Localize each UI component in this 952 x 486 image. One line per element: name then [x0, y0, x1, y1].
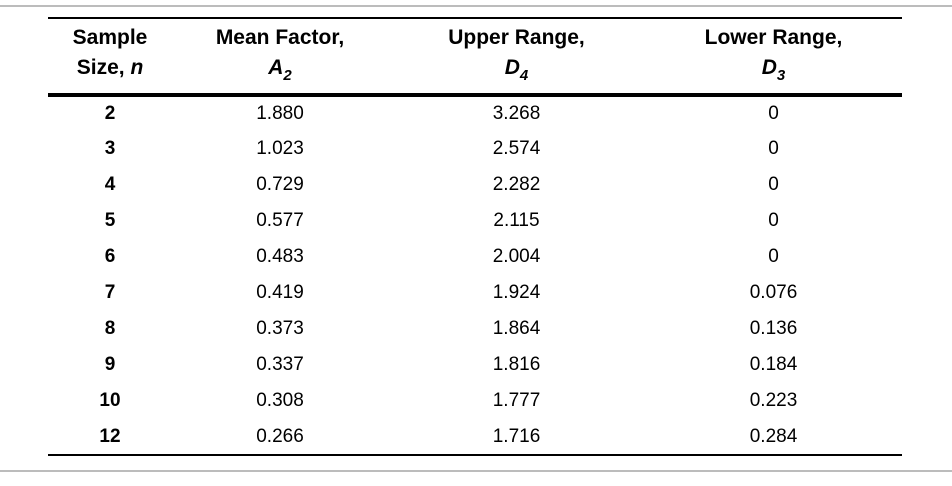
cell-d4: 1.864: [492, 318, 541, 339]
symbol-a-subscript: 2: [283, 67, 292, 84]
cell-sample-size: 4: [104, 174, 116, 195]
table-body: 2 1.880 3.268 0 3 1.023 2.574 0 4 0.729 2.282 0 5 0.5…: [48, 95, 902, 455]
header-line2: Size, n: [48, 53, 172, 83]
cell-a2: 0.266: [256, 425, 304, 447]
table-row: 9 0.337 1.816 0.184: [48, 347, 902, 383]
table-row: 12 0.266 1.716 0.284: [48, 419, 902, 455]
table-row: 7 0.419 1.924 0.076: [48, 275, 902, 311]
column-header-lower-range: Lower Range, D3: [645, 18, 902, 95]
column-header-sample-size: Sample Size, n: [48, 18, 172, 95]
cell-a2: 1.023: [256, 138, 304, 159]
cell-a2: 1.880: [256, 103, 304, 124]
cell-sample-size: 5: [104, 210, 116, 231]
header-line2: D4: [388, 53, 645, 83]
cell-sample-size: 6: [104, 246, 116, 267]
cell-d3: 0: [768, 210, 779, 231]
header-line1: Lower Range,: [704, 26, 843, 49]
cell-d3: 0.184: [749, 354, 798, 375]
cell-sample-size: 3: [104, 138, 116, 159]
cell-a2: 0.729: [256, 174, 304, 195]
symbol-d-upper-subscript: 4: [519, 67, 529, 84]
header-line1: Sample: [72, 26, 148, 49]
header-row: Sample Size, n Mean Factor, A2 Upper Ran…: [48, 18, 902, 95]
cell-d3: 0.223: [749, 390, 798, 411]
cell-d3: 0: [768, 246, 779, 267]
table-row: 8 0.373 1.864 0.136: [48, 311, 902, 347]
table-row: 3 1.023 2.574 0: [48, 131, 902, 167]
cell-d4: 1.777: [492, 390, 541, 411]
header-line2: D3: [645, 53, 902, 83]
symbol-a: A: [268, 56, 284, 79]
cell-d4: 1.816: [492, 354, 541, 375]
symbol-d-lower-subscript: 3: [776, 67, 786, 84]
cell-d3: 0: [768, 103, 779, 124]
column-header-upper-range: Upper Range, D4: [388, 18, 645, 95]
cell-sample-size: 7: [104, 282, 116, 303]
header-line1: Mean Factor,: [215, 26, 345, 49]
cell-a2: 0.373: [256, 318, 304, 339]
cell-d3: 0: [768, 138, 779, 159]
symbol-d-upper: D: [504, 56, 520, 79]
header-line1: Upper Range,: [448, 26, 585, 49]
cell-sample-size: 9: [104, 354, 116, 375]
cell-d3: 0.284: [749, 425, 798, 447]
symbol-n: n: [130, 56, 144, 79]
header-line2: A2: [172, 53, 388, 83]
cell-d3: 0.076: [749, 282, 798, 303]
header-line2-text: Size,: [76, 56, 131, 79]
table-row: 5 0.577 2.115 0: [48, 203, 902, 239]
control-chart-factors-table: Sample Size, n Mean Factor, A2 Upper Ran…: [48, 17, 902, 456]
cell-d3: 0: [768, 174, 779, 195]
table-row: 6 0.483 2.004 0: [48, 239, 902, 275]
cell-sample-size: 12: [99, 425, 121, 447]
bottom-divider-line: [0, 470, 952, 472]
cell-d4: 1.716: [492, 425, 541, 447]
cell-a2: 0.308: [256, 390, 304, 411]
cell-a2: 0.337: [256, 354, 304, 375]
symbol-d-lower: D: [761, 56, 777, 79]
cell-d3: 0.136: [749, 318, 798, 339]
table-row: 4 0.729 2.282 0: [48, 167, 902, 203]
cell-sample-size: 2: [104, 103, 116, 124]
table-row: 2 1.880 3.268 0: [48, 95, 902, 131]
cell-d4: 3.268: [492, 103, 541, 124]
table-header: Sample Size, n Mean Factor, A2 Upper Ran…: [48, 18, 902, 95]
cell-d4: 2.115: [493, 210, 540, 231]
cell-d4: 2.574: [492, 138, 541, 159]
top-divider-line: [0, 5, 952, 7]
cell-sample-size: 10: [99, 390, 121, 411]
cell-sample-size: 8: [104, 318, 116, 339]
column-header-mean-factor: Mean Factor, A2: [172, 18, 388, 95]
cell-a2: 0.577: [256, 210, 304, 231]
cell-d4: 1.924: [492, 282, 541, 303]
table-row: 10 0.308 1.777 0.223: [48, 383, 902, 419]
cell-a2: 0.419: [256, 282, 304, 303]
cell-d4: 2.004: [492, 246, 541, 267]
cell-a2: 0.483: [256, 246, 304, 267]
cell-d4: 2.282: [492, 174, 541, 195]
